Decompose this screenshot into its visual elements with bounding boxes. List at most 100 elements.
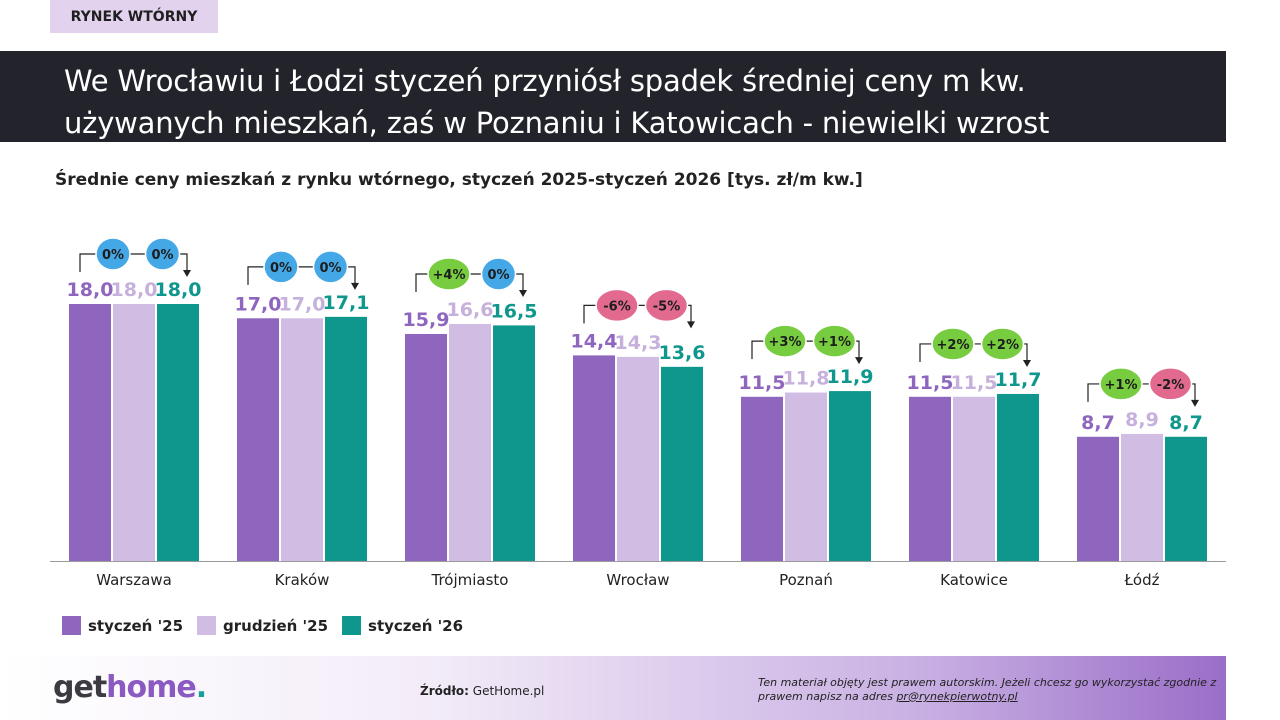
bar-1-6 — [909, 396, 951, 561]
change-badge-6-1 — [931, 327, 975, 361]
legend-swatch-s3 — [342, 616, 362, 635]
bar-2-7 — [1121, 433, 1163, 561]
bar-2-6 — [953, 396, 995, 561]
section-tag: RYNEK WTÓRNY — [50, 0, 218, 33]
bar-3-5 — [829, 391, 871, 561]
headline-line-1: We Wrocławiu i Łodzi styczeń przyniósł s… — [64, 64, 1026, 98]
change-arrow-6 — [1023, 359, 1031, 367]
value-label-2-4: 14,3 — [615, 332, 662, 354]
bar-1-3 — [405, 333, 447, 561]
legend-label-s2: grudzień '25 — [223, 616, 329, 635]
change-arrow-3 — [519, 289, 527, 297]
legend-item-s1: styczeń '25 — [62, 616, 183, 635]
change-badge-label-1-1: 0% — [102, 248, 124, 263]
category-label-2: Kraków — [275, 571, 330, 589]
category-label-4: Wrocław — [606, 571, 669, 589]
source-note: Źródło: GetHome.pl — [420, 684, 544, 698]
footer-bar — [0, 656, 1226, 720]
change-badge-1-1 — [95, 237, 131, 271]
change-badge-6-2 — [980, 327, 1025, 361]
value-label-1-4: 14,4 — [571, 330, 618, 352]
bar-2-2 — [281, 318, 323, 561]
bar-3-1 — [157, 304, 199, 561]
value-label-2-6: 11,5 — [951, 372, 998, 394]
legend-item-s3: styczeń '26 — [342, 616, 463, 635]
value-label-2-1: 18,0 — [111, 279, 158, 301]
value-label-1-6: 11,5 — [907, 372, 954, 394]
bar-2-3 — [449, 323, 491, 561]
value-label-1-2: 17,0 — [235, 293, 282, 315]
value-label-2-7: 8,9 — [1125, 409, 1159, 431]
copyright-email-link[interactable]: pr@rynekpierwotny.pl — [896, 690, 1018, 703]
change-badge-label-4-1: -6% — [603, 299, 630, 314]
value-label-3-2: 17,1 — [323, 292, 370, 314]
logo-text-home: home — [106, 670, 197, 705]
value-label-3-6: 11,7 — [995, 369, 1042, 391]
bar-3-3 — [493, 325, 535, 561]
change-badge-7-1 — [1099, 367, 1143, 401]
value-label-1-1: 18,0 — [67, 279, 114, 301]
legend-item-s2: grudzień '25 — [197, 616, 328, 635]
value-label-3-3: 16,5 — [491, 300, 538, 322]
change-badge-3-2 — [480, 257, 517, 291]
bar-3-4 — [661, 366, 703, 561]
change-badge-5-1 — [763, 324, 807, 358]
value-label-2-5: 11,8 — [783, 368, 830, 390]
value-label-3-1: 18,0 — [155, 279, 202, 301]
copyright-note: Ten materiał objęty jest prawem autorski… — [758, 676, 1218, 704]
category-label-7: Łódź — [1123, 571, 1159, 589]
legend-label-s3: styczeń '26 — [368, 616, 464, 635]
logo-dot: . — [195, 670, 207, 705]
bar-3-6 — [997, 393, 1039, 561]
title-banner — [0, 51, 1226, 142]
value-label-2-2: 17,0 — [279, 293, 326, 315]
chart-title: Średnie ceny mieszkań z rynku wtórnego, … — [55, 170, 863, 190]
bar-1-7 — [1077, 436, 1119, 561]
category-label-6: Katowice — [940, 571, 1008, 589]
value-label-3-5: 11,9 — [827, 366, 874, 388]
legend: styczeń '25 grudzień '25 styczeń '26 — [62, 616, 477, 635]
category-label-5: Poznań — [779, 571, 833, 589]
category-label-1: Warszawa — [96, 571, 172, 589]
legend-label-s1: styczeń '25 — [88, 616, 184, 635]
change-badge-label-7-2: -2% — [1157, 378, 1184, 393]
headline: We Wrocławiu i Łodzi styczeń przyniósł s… — [64, 60, 1214, 144]
change-badge-label-7-1: +1% — [1105, 378, 1138, 393]
bar-1-2 — [237, 318, 279, 561]
bar-2-1 — [113, 304, 155, 561]
value-label-2-3: 16,6 — [447, 299, 494, 321]
legend-swatch-s2 — [197, 616, 217, 635]
bar-1-5 — [741, 396, 783, 561]
change-badge-2-2 — [312, 250, 349, 284]
change-badge-label-2-1: 0% — [270, 261, 292, 276]
change-bracket-2 — [247, 266, 356, 287]
copyright-text: Ten materiał objęty jest prawem autorski… — [758, 676, 1217, 703]
bar-2-5 — [785, 392, 827, 561]
change-arrow-4 — [687, 321, 695, 329]
value-label-3-7: 8,7 — [1169, 412, 1203, 434]
change-badge-label-5-1: +3% — [769, 335, 802, 350]
value-label-1-7: 8,7 — [1081, 412, 1115, 434]
change-badge-label-1-2: 0% — [151, 248, 173, 263]
bar-1-1 — [69, 304, 111, 561]
source-value: GetHome.pl — [472, 684, 545, 698]
change-badge-1-2 — [144, 237, 181, 271]
bar-1-4 — [573, 355, 615, 561]
change-badge-3-1 — [427, 257, 471, 291]
change-arrow-1 — [183, 270, 191, 277]
change-badge-label-4-2: -5% — [653, 299, 680, 314]
category-label-3: Trójmiasto — [431, 571, 509, 589]
change-arrow-7 — [1191, 399, 1199, 407]
value-label-3-4: 13,6 — [659, 342, 706, 364]
change-badge-label-2-2: 0% — [319, 261, 341, 276]
change-badge-label-3-2: 0% — [487, 268, 509, 283]
source-label: Źródło: — [420, 684, 469, 698]
headline-line-2: używanych mieszkań, zaś w Poznaniu i Kat… — [64, 106, 1050, 140]
bar-3-2 — [325, 316, 367, 561]
change-badge-5-2 — [812, 324, 857, 358]
change-arrow-5 — [855, 357, 863, 365]
bar-2-4 — [617, 356, 659, 561]
change-badge-label-5-2: +1% — [818, 335, 851, 350]
logo-text-get: get — [53, 670, 107, 705]
change-badge-label-6-1: +2% — [937, 338, 970, 353]
